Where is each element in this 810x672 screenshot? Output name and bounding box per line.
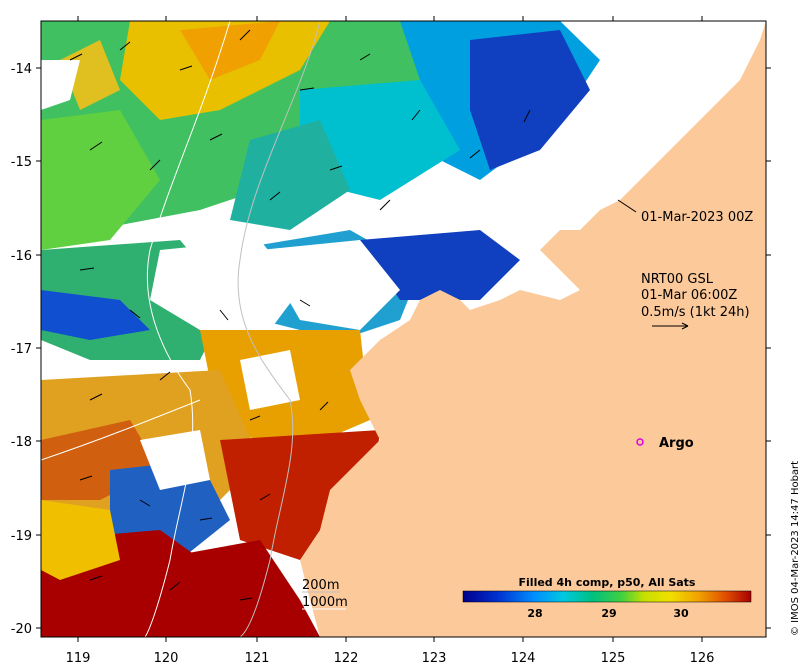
argo-marker-icon <box>636 438 644 446</box>
lon-tick-label: 120 <box>154 651 179 666</box>
lon-tick-label: 119 <box>66 651 91 666</box>
lat-tick-label: -15 <box>11 155 32 170</box>
lon-tick-label: 124 <box>511 651 536 666</box>
colorbar-title: Filled 4h comp, p50, All Sats <box>519 576 696 589</box>
coastline-land <box>300 21 766 637</box>
colorbar-tick-label: 30 <box>673 607 689 620</box>
lon-tick-label: 121 <box>245 651 270 666</box>
plot-frame <box>40 20 767 638</box>
current-vectors <box>69 29 531 601</box>
isobath-deep <box>41 399 201 461</box>
lon-tick-label: 125 <box>601 651 626 666</box>
lat-tick-label: -20 <box>11 622 32 637</box>
colorbar <box>462 590 752 603</box>
lon-tick-label: 122 <box>334 651 359 666</box>
plot-area <box>41 21 766 637</box>
credit-text: © IMOS 04-Mar-2023 14:47 Hobart <box>790 461 801 636</box>
argo-label: Argo <box>659 436 694 451</box>
isobath-200m-label: 200m <box>302 578 339 593</box>
isobath-200m <box>237 21 321 637</box>
lat-axis <box>36 67 771 629</box>
lat-tick-label: -16 <box>11 249 32 264</box>
current-scale-label: 0.5m/s (1kt 24h) <box>641 305 750 320</box>
cloud-mask <box>41 60 620 490</box>
time-label-leader <box>617 199 637 213</box>
scale-arrow-icon <box>652 322 689 330</box>
current-time-label: 01-Mar 06:00Z <box>641 288 737 303</box>
lat-tick-label: -18 <box>11 435 32 450</box>
isobath-1000m-label: 1000m <box>302 595 348 610</box>
lat-tick-label: -17 <box>11 342 32 357</box>
colorbar-tick-label: 28 <box>527 607 542 620</box>
time-label: 01-Mar-2023 00Z <box>641 210 753 225</box>
lon-tick-label: 126 <box>690 651 715 666</box>
colorbar-tick-label: 29 <box>601 607 616 620</box>
isobath-1000m <box>144 21 231 637</box>
lat-tick-label: -14 <box>11 62 32 77</box>
lon-tick-label: 123 <box>422 651 447 666</box>
current-source-label: NRT00 GSL <box>641 272 714 287</box>
lon-axis <box>77 16 703 642</box>
lat-tick-label: -19 <box>11 529 32 544</box>
